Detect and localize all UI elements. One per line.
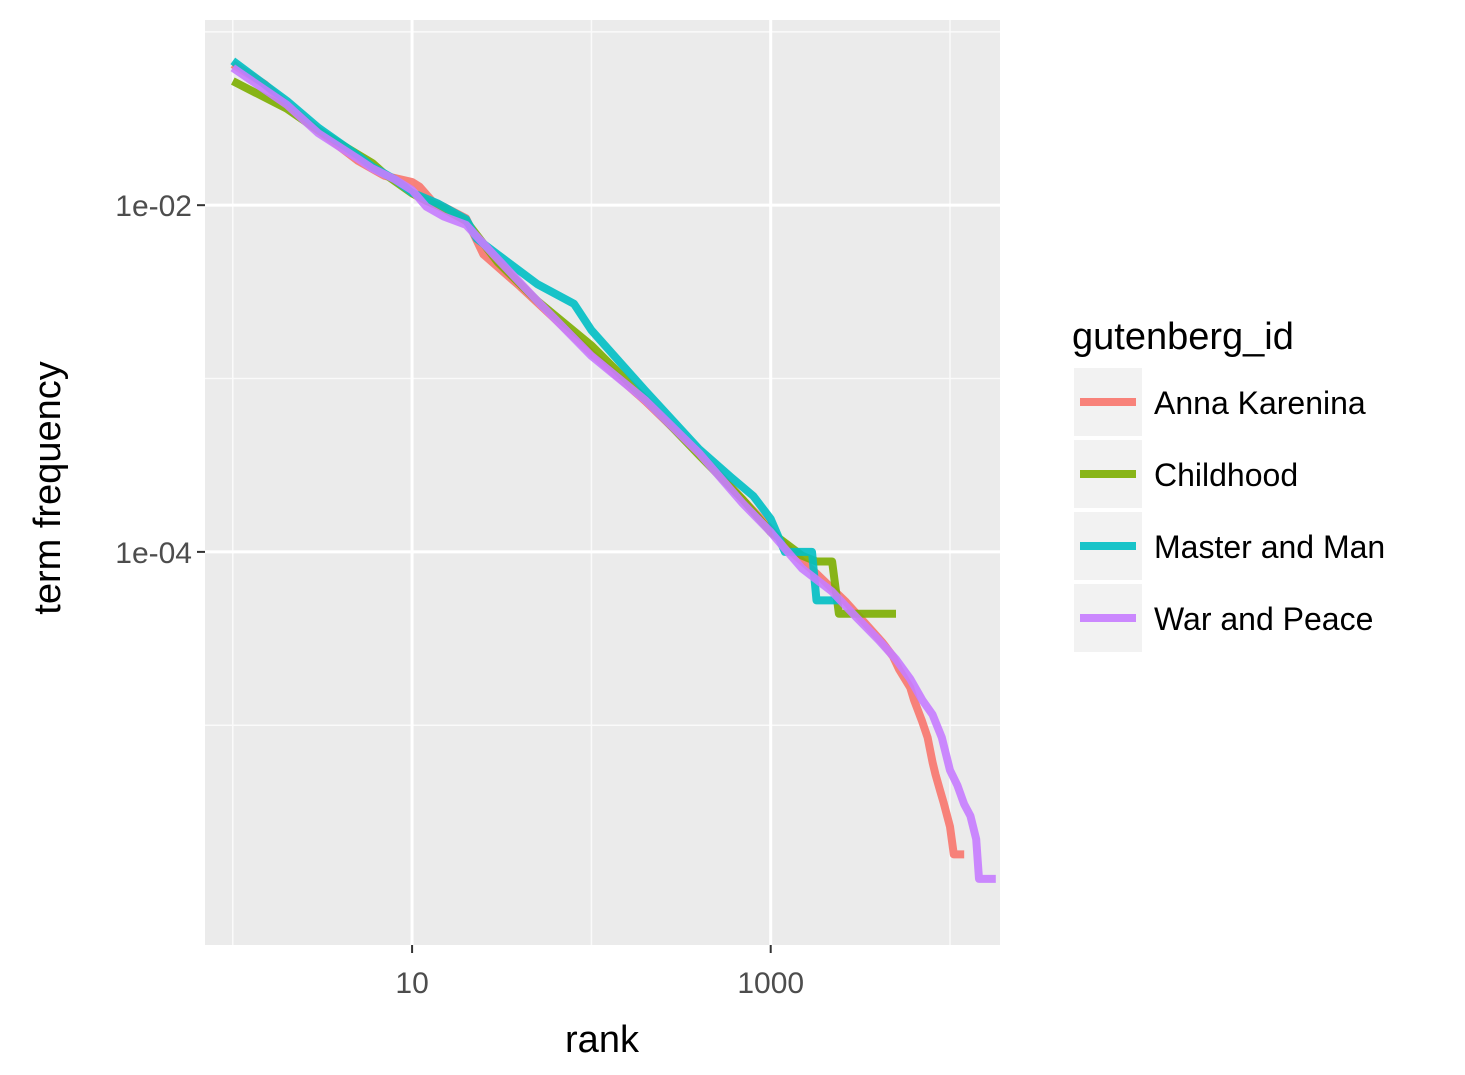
legend-label: Master and Man [1154,529,1385,565]
y-tick-label: 1e-04 [115,537,192,570]
x-tick-label: 1000 [737,967,804,1000]
legend-label: Anna Karenina [1154,385,1366,421]
series-line-war-and-peace [230,64,996,883]
plot-panel [205,20,1000,945]
y-axis-title: term frequency [27,361,69,614]
legend: gutenberg_id Anna Karenina Childhood Maste… [1072,316,1385,652]
legend-label: Childhood [1154,457,1298,493]
y-tick-label: 1e-02 [115,190,192,223]
series-lines [230,57,996,883]
grid-lines [205,20,1000,945]
legend-title: gutenberg_id [1072,316,1294,358]
axes: 10 1000 1e-02 1e-04 [115,190,804,1000]
x-tick-label: 10 [395,967,428,1000]
legend-label: War and Peace [1154,601,1373,637]
x-axis-title: rank [565,1019,640,1061]
